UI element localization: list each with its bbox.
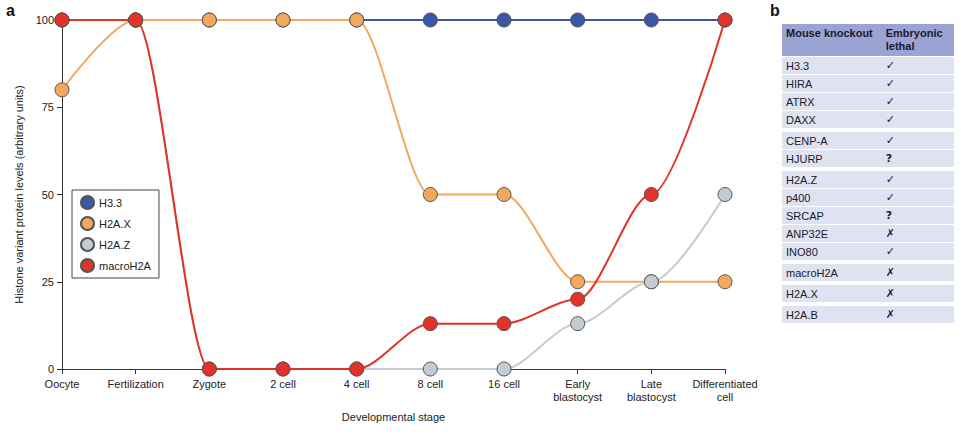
svg-text:0: 0 xyxy=(48,363,54,375)
svg-text:Zygote: Zygote xyxy=(193,378,227,390)
html-text:Embryonic lethal: Embryonic lethal xyxy=(885,27,943,52)
html-text:H2A.X: H2A.X xyxy=(786,287,818,300)
html-text:H2A.Z: H2A.Z xyxy=(786,173,818,186)
html-text:ANP32E: ANP32E xyxy=(786,227,829,240)
html-text:b: b xyxy=(770,2,780,19)
svg-text:2 cell: 2 cell xyxy=(270,378,296,390)
html-text:a: a xyxy=(6,2,15,19)
svg-text:8 cell: 8 cell xyxy=(417,378,443,390)
html-text:ATRX: ATRX xyxy=(786,95,815,108)
svg-text:25: 25 xyxy=(42,276,54,288)
html-text:H3.3: H3.3 xyxy=(786,59,810,72)
svg-text:50: 50 xyxy=(42,189,54,201)
html-text:SRCAP: SRCAP xyxy=(786,209,824,222)
svg-text:75: 75 xyxy=(42,101,54,113)
svg-text:Fertilization: Fertilization xyxy=(108,378,164,390)
svg-text:H2A.Z: H2A.Z xyxy=(99,239,130,251)
svg-text:100: 100 xyxy=(36,14,54,26)
html-text:CENP-A: CENP-A xyxy=(786,134,828,147)
svg-text:H2A.X: H2A.X xyxy=(99,218,131,230)
html-text:H2A.B: H2A.B xyxy=(786,308,818,321)
html-text:Mouse knockout: Mouse knockout xyxy=(786,27,873,39)
svg-text:cell: cell xyxy=(717,391,734,403)
svg-text:16 cell: 16 cell xyxy=(488,378,520,390)
svg-text:Late: Late xyxy=(641,378,662,390)
html-text:DAXX: DAXX xyxy=(786,113,816,126)
svg-text:Differentiated: Differentiated xyxy=(692,378,757,390)
svg-text:H3.3: H3.3 xyxy=(99,197,122,209)
svg-text:4 cell: 4 cell xyxy=(344,378,370,390)
svg-text:Oocyte: Oocyte xyxy=(45,378,80,390)
html-text:HIRA: HIRA xyxy=(786,77,813,90)
svg-text:Developmental stage: Developmental stage xyxy=(342,411,445,423)
svg-text:blastocyst: blastocyst xyxy=(627,391,676,403)
html-text:p400: p400 xyxy=(786,191,811,204)
svg-text:blastocyst: blastocyst xyxy=(553,391,602,403)
html-text:macroH2A: macroH2A xyxy=(786,266,838,279)
html-text:INO80: INO80 xyxy=(786,245,818,258)
svg-text:Early: Early xyxy=(565,378,591,390)
svg-text:macroH2A: macroH2A xyxy=(99,260,152,272)
html-text:HJURP: HJURP xyxy=(786,152,823,165)
svg-text:Histone variant protein levels: Histone variant protein levels (arbitrar… xyxy=(13,85,25,303)
